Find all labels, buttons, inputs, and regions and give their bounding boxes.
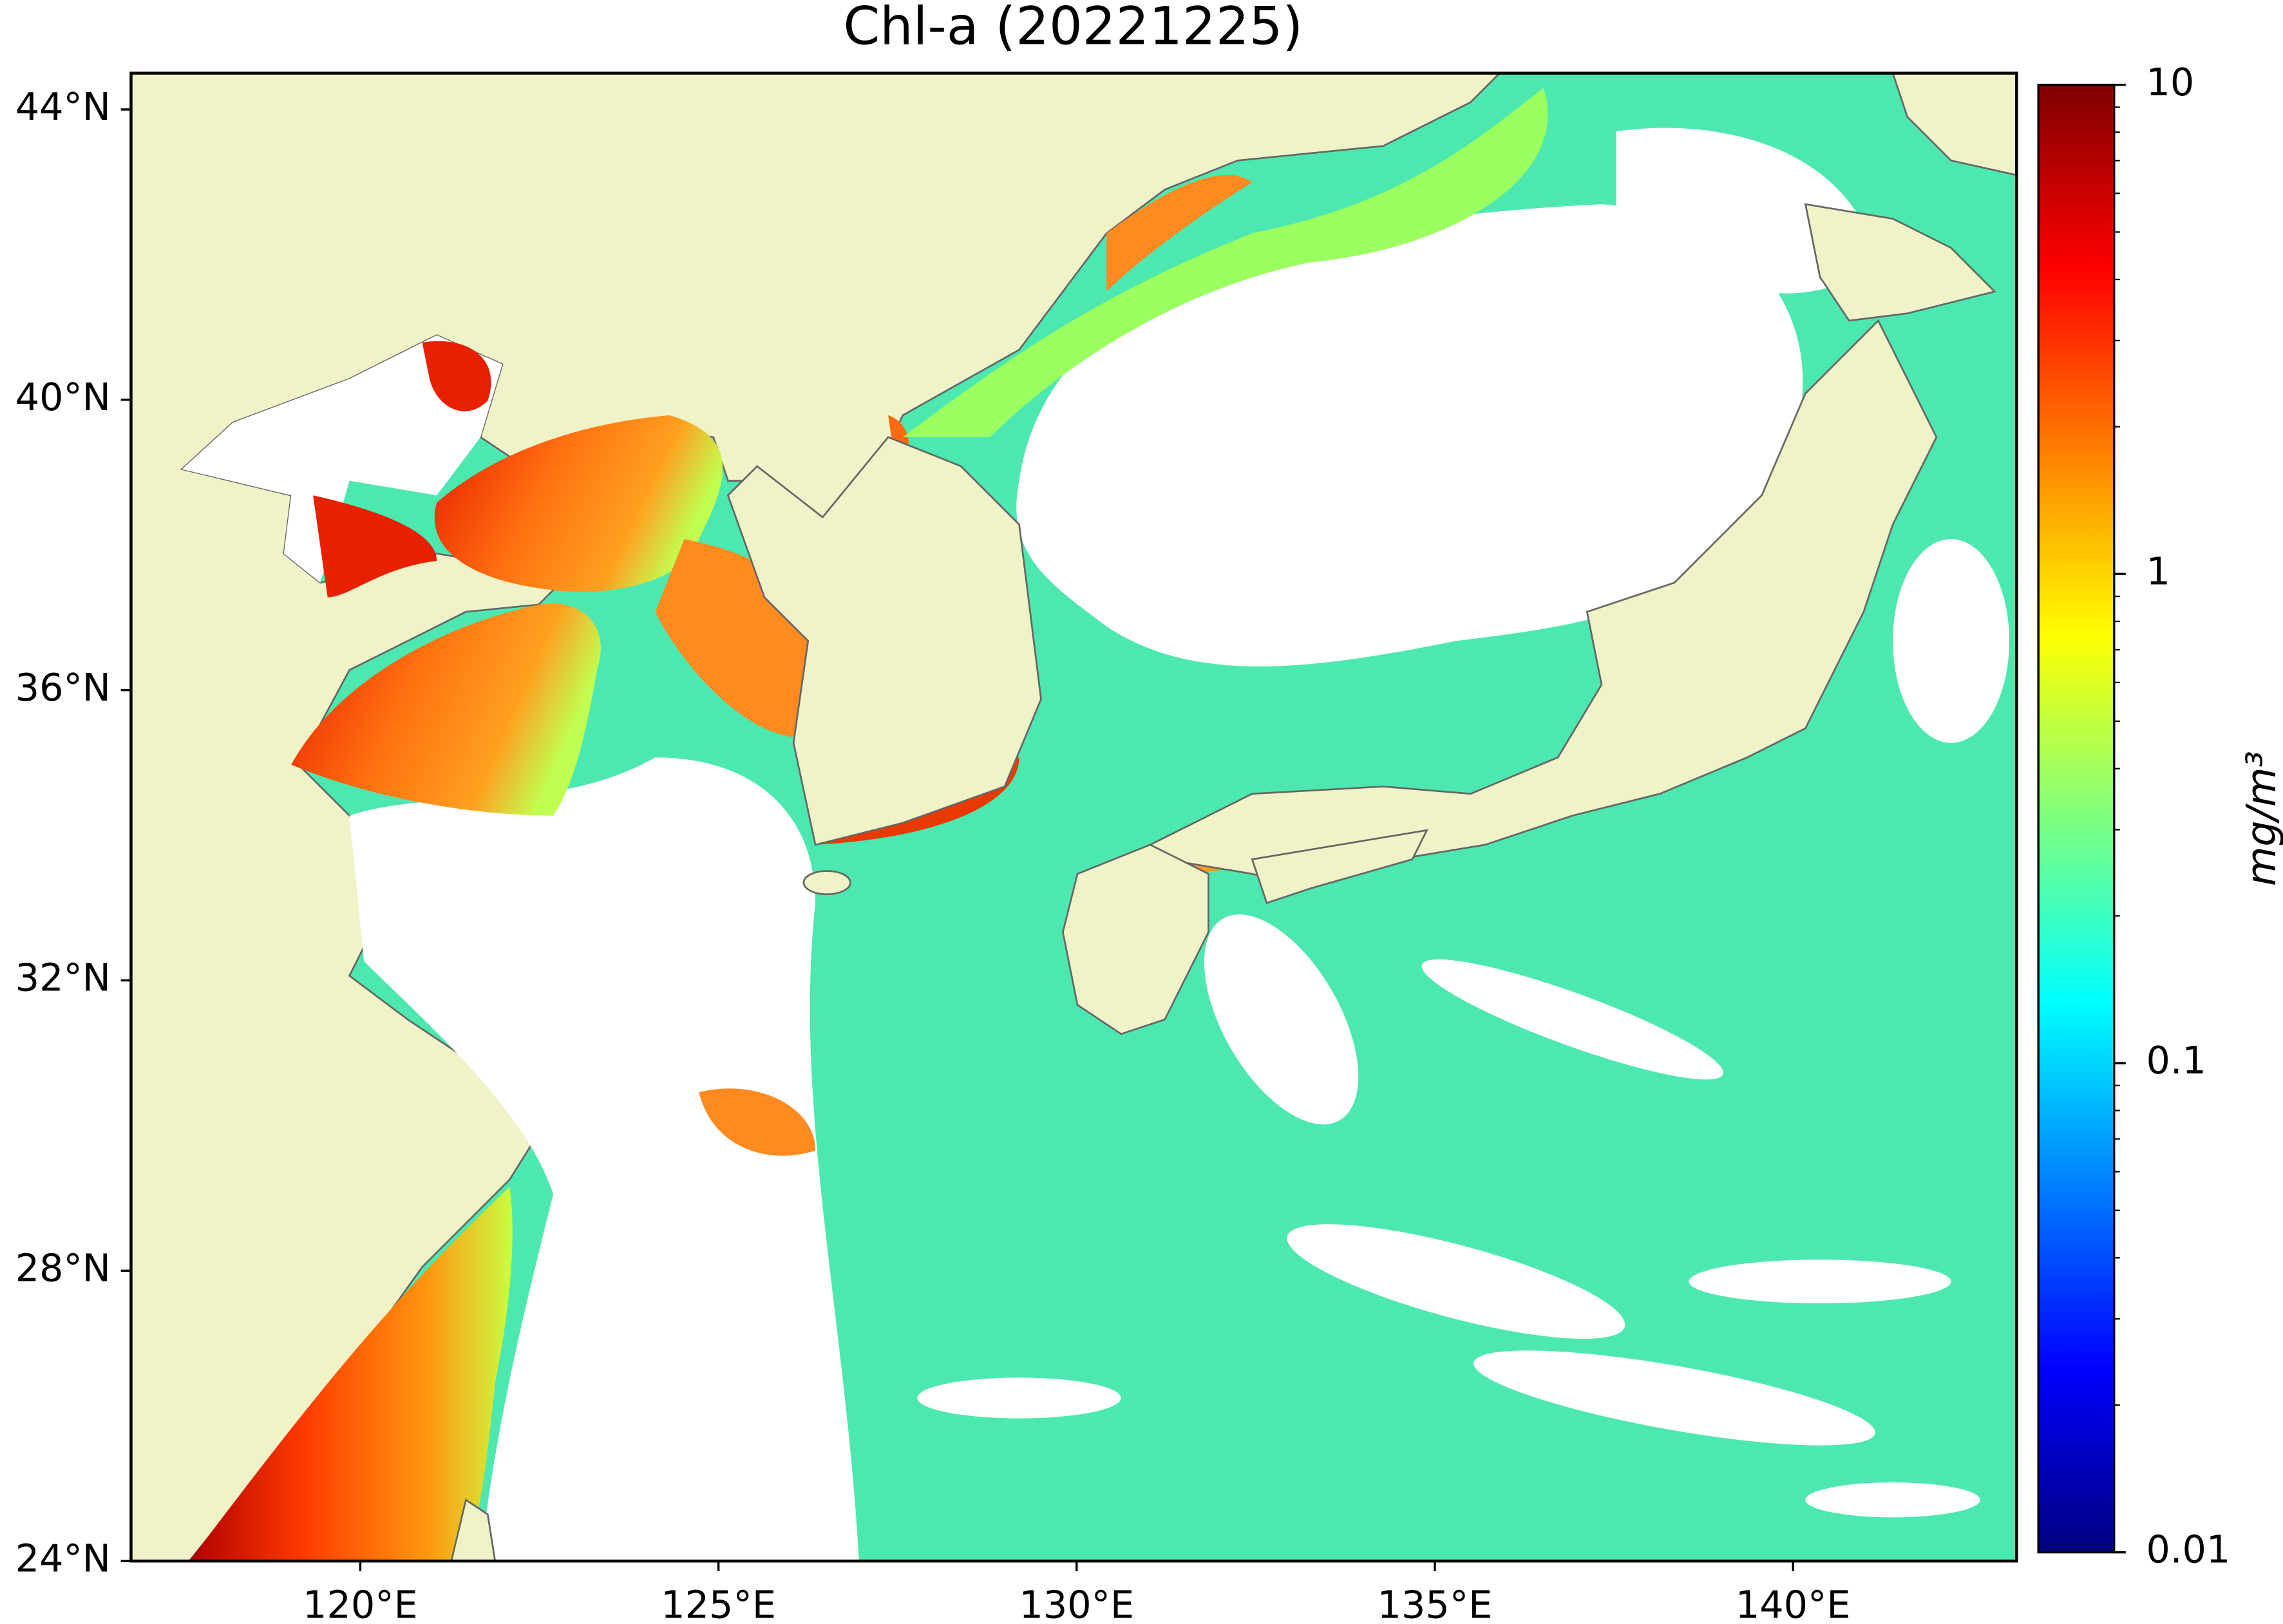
x-tick-label: 125°E [661,1583,776,1624]
y-tick-label: 28°N [15,1245,111,1290]
hokkaido [1804,203,1997,322]
y-tick-label: 44°N [15,84,111,129]
x-tick-label: 120°E [303,1583,418,1624]
y-tick-label: 32°N [15,956,111,1000]
x-tick-label: 135°E [1378,1583,1493,1624]
y-tick-label: 40°N [15,375,111,419]
x-tick-label: 130°E [1019,1583,1134,1624]
map-title: Chl-a (20221225) [843,0,1303,57]
taiwan [450,1498,497,1562]
jeju [802,870,851,896]
colorbar [2037,84,2116,1554]
colorbar-tick-label: 0.01 [2146,1527,2230,1572]
axes: 120°E 125°E 130°E 135°E 140°E 24°N 28°N 32°N 36°… [15,60,2231,1624]
colorbar-tick-label: 10 [2146,60,2194,104]
colorbar-tick-label: 1 [2146,549,2170,593]
colorbar-tick-label: 0.1 [2146,1038,2206,1082]
shikoku [1251,829,1429,905]
map-area [131,73,2017,1562]
coastal-land [450,73,2017,1562]
y-tick-label: 36°N [15,665,111,710]
sakhalin [1891,73,2017,176]
korea [726,436,1042,846]
y-tick-label: 24°N [15,1536,111,1580]
colorbar-label: mg/m³ [2237,751,2283,886]
kyushu [1062,844,1209,1035]
map-frame [129,71,2018,1563]
clouds [182,127,2009,1562]
x-tick-label: 140°E [1736,1583,1851,1624]
